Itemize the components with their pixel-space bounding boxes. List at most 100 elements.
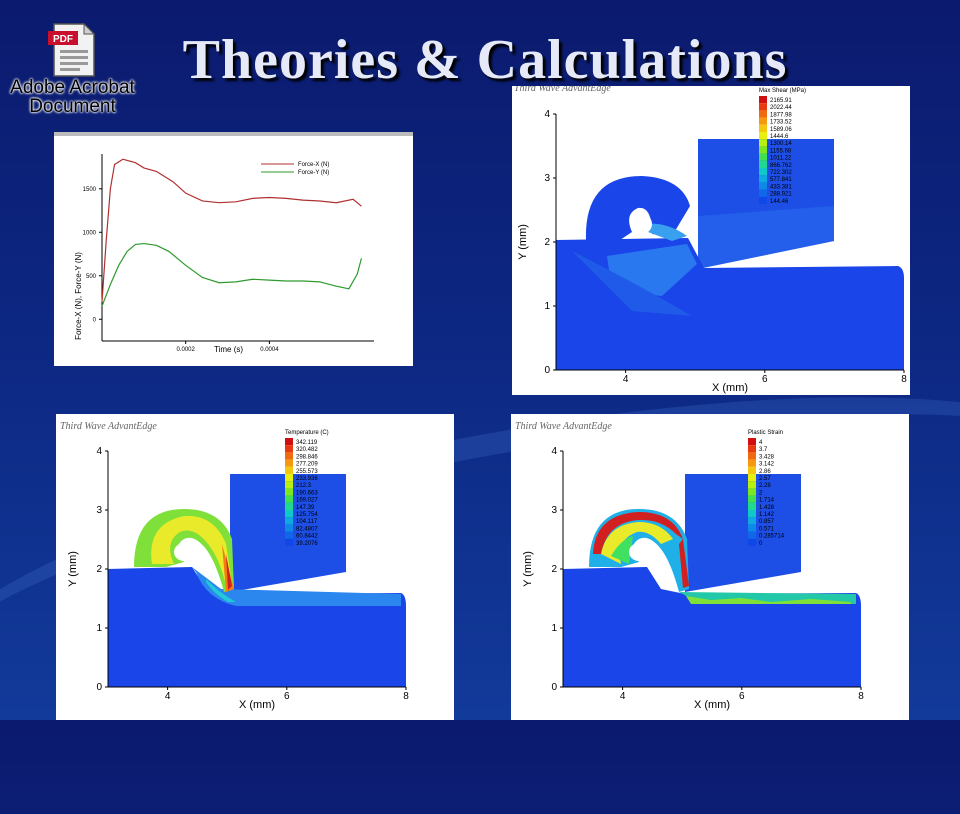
strain-legend-value: 2.86 <box>759 469 771 475</box>
strain-legend-swatch <box>748 502 756 510</box>
shear-legend-value: 1733.52 <box>770 120 792 126</box>
shear-legend-value: 1589.06 <box>770 127 792 133</box>
temperature-y-tick-label: 4 <box>96 446 102 457</box>
force-y-tick-label: 0 <box>93 317 97 323</box>
shear-x-tick-label: 4 <box>623 374 629 385</box>
pdf-badge-label: PDF <box>53 34 73 45</box>
strain-legend-swatch <box>748 488 756 496</box>
strain-legend-value: 2.57 <box>759 476 771 482</box>
temperature-legend-value: 212.3 <box>296 483 312 489</box>
temperature-legend-value: 320.482 <box>296 447 318 453</box>
attachment-name-line1: Adobe Acrobat <box>10 77 135 98</box>
shear-legend-swatch <box>759 196 767 204</box>
temperature-legend-value: 233.936 <box>296 476 318 482</box>
force-y-tick-label: 500 <box>86 274 97 280</box>
shear-legend-swatch <box>759 153 767 161</box>
temperature-legend-value: 104.117 <box>296 519 318 525</box>
force-x-axis-label: Time (s) <box>214 345 243 354</box>
shear-legend-value: 866.762 <box>770 163 792 169</box>
temperature-workpiece <box>108 567 406 687</box>
temperature-legend-title: Temperature (C) <box>285 430 329 436</box>
strain-legend-swatch <box>748 445 756 453</box>
temperature-legend-value: 169.027 <box>296 498 318 504</box>
strain-legend-value: 3.7 <box>759 447 768 453</box>
shear-legend-swatch <box>759 175 767 183</box>
strain-legend-swatch <box>748 538 756 546</box>
shear-x-tick-label: 6 <box>762 374 768 385</box>
pdf-attachment[interactable]: PDF Adobe Acrobat Document <box>0 22 145 116</box>
shear-chip <box>585 176 690 241</box>
strain-y-tick-label: 1 <box>551 623 557 634</box>
pdf-file-icon: PDF <box>47 22 95 77</box>
strain-x-tick-label: 6 <box>739 691 745 702</box>
shear-legend-swatch <box>759 168 767 176</box>
shear-legend-value: 433.381 <box>770 184 792 190</box>
temperature-legend-swatch <box>285 474 293 482</box>
temperature-legend-swatch <box>285 538 293 546</box>
strain-y-tick-label: 4 <box>551 446 557 457</box>
strain-y-tick-label: 0 <box>551 682 557 693</box>
shear-x-axis-label: X (mm) <box>712 382 748 394</box>
strain-x-tick-label: 4 <box>620 691 626 702</box>
strain-legend-swatch <box>748 495 756 503</box>
shear-legend-swatch <box>759 96 767 104</box>
legend-force-x: Force-X (N) <box>298 162 329 168</box>
force-chart-panel: 1500 1000 500 0 0.0002 0.0004 Force-X (N) For… <box>54 136 413 366</box>
temperature-legend-swatch <box>285 502 293 510</box>
temperature-legend-swatch <box>285 531 293 539</box>
temperature-x-axis-label: X (mm) <box>239 699 275 711</box>
shear-legend-value: 1155.68 <box>770 148 792 154</box>
watermark: Third Wave AdvantEdge <box>60 421 157 432</box>
shear-workpiece <box>556 238 904 370</box>
temperature-legend-swatch <box>285 517 293 525</box>
legend-force-y: Force-Y (N) <box>298 170 329 176</box>
temperature-axes: 4 3 2 1 0 4 6 8 X (mm) Y (mm) <box>67 446 409 711</box>
temperature-x-tick-label: 6 <box>284 691 290 702</box>
shear-legend-swatch <box>759 132 767 140</box>
strain-legend-swatch <box>748 459 756 467</box>
force-y-axis-label: Force-X (N), Force-Y (N) <box>74 252 83 340</box>
temperature-y-tick-label: 1 <box>96 623 102 634</box>
slide-title: Theories & Calculations <box>182 29 788 91</box>
shear-legend-swatch <box>759 146 767 154</box>
strain-legend-value: 1.142 <box>759 512 775 518</box>
temperature-legend-value: 255.573 <box>296 469 318 475</box>
temperature-legend-value: 277.209 <box>296 462 318 468</box>
force-y-tick-label: 1500 <box>83 187 97 193</box>
strain-legend-swatch <box>748 466 756 474</box>
attachment-name-line2: Document <box>29 96 116 117</box>
temperature-y-tick-label: 2 <box>96 564 102 575</box>
force-x-tick-label: 0.0004 <box>260 347 279 353</box>
strain-legend-swatch <box>748 524 756 532</box>
temperature-chip <box>134 509 234 592</box>
strain-legend-value: 3.142 <box>759 462 775 468</box>
shear-y-tick-label: 2 <box>544 237 550 248</box>
shear-y-axis-label: Y (mm) <box>517 224 529 260</box>
temperature-legend-value: 190.663 <box>296 490 318 496</box>
temperature-legend-value: 125.754 <box>296 512 318 518</box>
strain-legend-swatch <box>748 474 756 482</box>
strain-panel: Third Wave AdvantEdge Plastic Strain 4 3.… <box>511 414 909 720</box>
temperature-legend-swatch <box>285 481 293 489</box>
strain-y-tick-label: 2 <box>551 564 557 575</box>
shear-legend-value: 144.46 <box>770 199 789 205</box>
force-x-tick-label: 0.0002 <box>177 347 196 353</box>
temperature-legend-swatch <box>285 445 293 453</box>
shear-legend-value: 1877.98 <box>770 112 792 118</box>
shear-y-tick-label: 4 <box>544 109 550 120</box>
strain-legend-swatch <box>748 481 756 489</box>
shear-legend-value: 577.841 <box>770 177 792 183</box>
shear-legend-value: 2165.91 <box>770 98 792 104</box>
temperature-legend-value: 39.2076 <box>296 541 318 547</box>
shear-legend-value: 1444.6 <box>770 134 789 140</box>
shear-panel: Third Wave AdvantEdge Max Shear (MPa) 21… <box>512 86 910 395</box>
strain-legend-value: 2 <box>759 490 763 496</box>
temperature-x-tick-label: 4 <box>165 691 171 702</box>
strain-tool <box>685 474 801 592</box>
temperature-y-tick-label: 0 <box>96 682 102 693</box>
strain-legend-value: 4 <box>759 440 763 446</box>
shear-legend-swatch <box>759 160 767 168</box>
strain-workpiece <box>563 567 861 687</box>
force-chart: 1500 1000 500 0 0.0002 0.0004 Force-X (N) For… <box>74 154 374 354</box>
